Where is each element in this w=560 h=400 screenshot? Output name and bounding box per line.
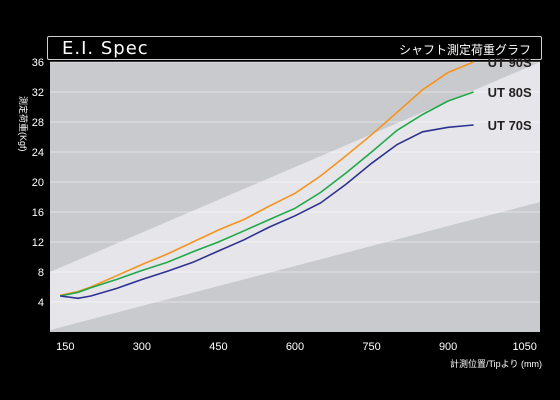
series-label: UT 80S: [488, 85, 532, 100]
x-tick-labels: 150 300 450 600 750 900 1050: [56, 341, 537, 353]
header-subtitle: シャフト測定荷重グラフ: [398, 43, 531, 57]
y-tick-label: 8: [38, 267, 44, 279]
y-tick-label: 4: [38, 297, 44, 309]
plot-band: [50, 62, 540, 330]
x-tick-label: 300: [133, 341, 151, 353]
x-axis-label: 計測位置/Tipより (mm): [450, 358, 542, 369]
x-tick-label: 1050: [512, 341, 536, 353]
series-label: UT 90S: [488, 55, 532, 70]
series-line: [60, 124, 474, 300]
series-layer: [60, 61, 474, 300]
series-line: [60, 91, 474, 297]
y-tick-labels: 4 8 12 16 20 24 28 32 36: [32, 57, 44, 309]
y-axis-label: 測定荷重(Kgf): [18, 96, 29, 152]
y-tick-label: 24: [32, 147, 44, 159]
header-bar: E.I. Spec シャフト測定荷重グラフ: [47, 36, 542, 60]
y-tick-label: 36: [32, 57, 44, 69]
x-tick-label: 750: [362, 341, 380, 353]
y-tick-label: 20: [32, 177, 44, 189]
header-title: E.I. Spec: [62, 38, 149, 59]
x-tick-label: 150: [56, 341, 74, 353]
x-tick-label: 450: [209, 341, 227, 353]
series-labels: UT 90S UT 80S UT 70S: [488, 55, 532, 133]
plot-background: [50, 62, 540, 332]
y-tick-label: 12: [32, 237, 44, 249]
y-tick-label: 32: [32, 87, 44, 99]
y-tick-label: 28: [32, 117, 44, 129]
x-tick-label: 600: [286, 341, 304, 353]
series-label: UT 70S: [488, 118, 532, 133]
series-line: [60, 61, 474, 297]
x-tick-label: 900: [439, 341, 457, 353]
grid-lines: [50, 61, 540, 303]
y-tick-label: 16: [32, 207, 44, 219]
